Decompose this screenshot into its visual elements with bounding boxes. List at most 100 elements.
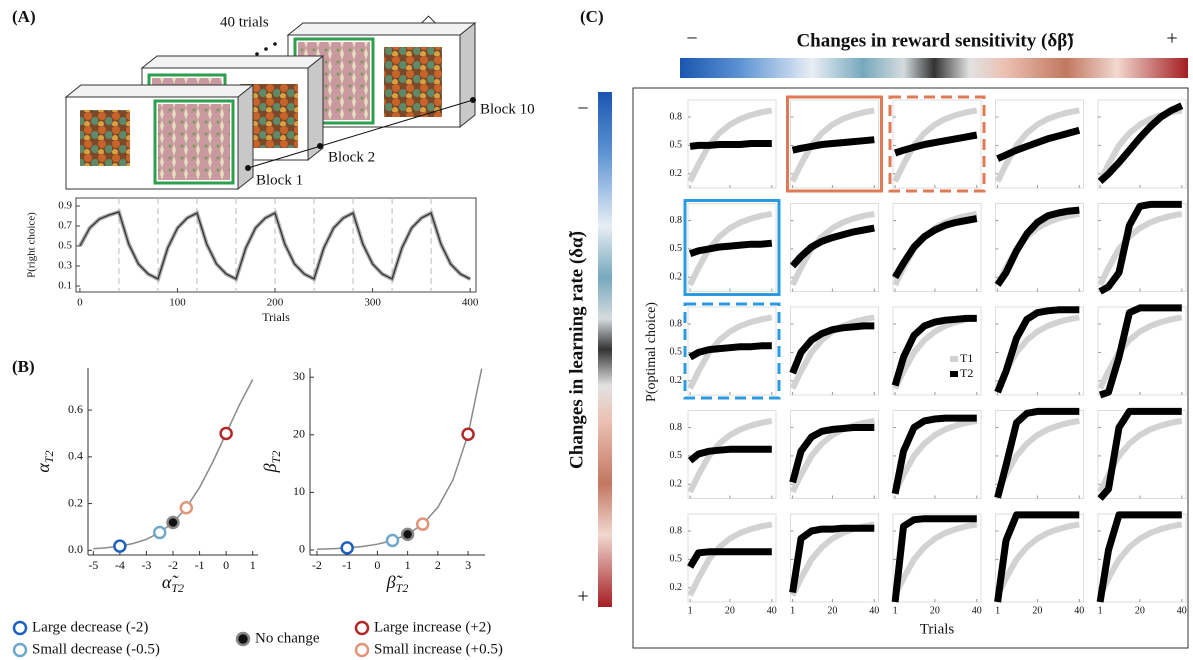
reference-curve [687,107,773,183]
x-tick-label: 200 [267,297,284,309]
cell-frame [892,410,982,499]
x-tick-label: 300 [364,297,381,309]
y-tick-label: 0.5 [670,140,683,151]
cell-frame [995,99,1084,189]
x-axis-label: Trials [920,621,955,637]
label-symbol: α [33,463,53,473]
curve [1098,304,1182,399]
chart-title: Changes in reward sensitivity (δβ̃) [796,30,1074,51]
y-tick-label: 20 [293,427,305,441]
curve [688,239,773,258]
legend-marker [12,642,28,658]
cell-frame [790,203,879,292]
legend-label: Small decrease (-0.5) [32,641,160,657]
cell-frame [790,410,879,499]
reference-curve [687,210,773,287]
cell-frame [892,306,982,396]
curve [1097,407,1182,501]
x-tick-label: -2 [312,558,322,572]
reference-curve [687,521,773,597]
x-tick-label: 20 [1032,605,1042,616]
reference-curve [892,417,978,494]
y-axis-label: P(optimal choice) [644,302,659,402]
reference-curve [1097,314,1183,390]
point [340,541,354,555]
reference-curve [789,107,875,183]
x-tick-label: 1 [405,558,411,572]
cell-frame [790,306,879,396]
colorbar-vertical [598,92,612,607]
panel-label: (A) [12,7,36,26]
point [166,515,180,530]
legend-label: Large increase (+2) [374,619,491,635]
label-subscript: T2 [42,450,56,463]
curve [687,548,772,569]
curve [892,215,978,280]
label-subscript: T2 [171,581,184,595]
x-tick-label: 40 [767,605,777,616]
cell-frame [790,513,879,603]
block-label: Block 2 [328,149,375,165]
x-axis-label: Trials [262,310,290,324]
colorbar-horizontal [680,58,1188,78]
ellipsis [255,42,277,56]
block-dot [245,165,251,171]
y-tick-label: 0.2 [670,272,683,283]
x-tick-label: 40 [1074,605,1084,616]
block-dot [470,97,476,103]
reference-curve [994,107,1080,183]
point [400,527,415,542]
y-tick-label: 0.5 [670,554,683,565]
y-tick-label: 0.2 [670,168,683,179]
colorbar-end: + [1166,28,1177,50]
x-tick-label: 1 [790,605,795,616]
point [461,427,475,442]
cell-frame [892,99,982,189]
reference-curve [1097,210,1183,287]
row-label: Changes in learning rate (δα̃) [566,230,587,469]
x-tick-label: 100 [169,297,186,309]
curve [994,306,1080,394]
reference-curve [892,521,978,597]
y-axis-label: P(right choice) [26,212,38,278]
block-top [286,22,477,36]
block-side [459,21,476,129]
point [219,426,233,441]
curve [996,126,1081,162]
highlight-frame [683,302,781,400]
y-tick-label: 0.0 [68,542,83,556]
block-label: Block 1 [256,172,303,188]
x-axis-label: α̃T2 [162,572,184,595]
y-axis-label: αT2 [33,450,56,472]
y-tick-label: 0.2 [68,495,83,509]
curve [891,414,977,495]
y-tick-label: 0.4 [68,449,83,463]
reference-curve [892,210,978,287]
cell-frame [687,410,777,499]
x-tick-label: -4 [115,558,125,572]
curve [1096,511,1182,603]
y-tick-label: 0.9 [58,200,72,212]
point [415,517,430,531]
x-tick-label: 20 [827,605,837,616]
reference-curve [994,521,1080,597]
curve [688,342,772,361]
curve [791,136,875,154]
x-tick-label: 20 [1135,605,1145,616]
x-tick-label: -3 [141,558,151,572]
line [79,211,471,280]
panel-label: (C) [580,7,604,26]
x-tick-label: 1 [688,605,693,616]
y-tick-label: 0.7 [58,220,72,232]
legend-marker [354,620,370,636]
x-tick-label: -2 [168,558,178,572]
curve [789,424,875,484]
y-tick-label: 30 [293,369,305,383]
label-subscript: T2 [396,581,409,595]
y-tick-label: 0 [299,542,305,556]
y-tick-label: 0.5 [58,240,72,252]
y-tick-label: 0.5 [670,347,683,358]
block-label: Block 10 [480,101,535,117]
y-tick-label: 0.3 [58,260,72,272]
